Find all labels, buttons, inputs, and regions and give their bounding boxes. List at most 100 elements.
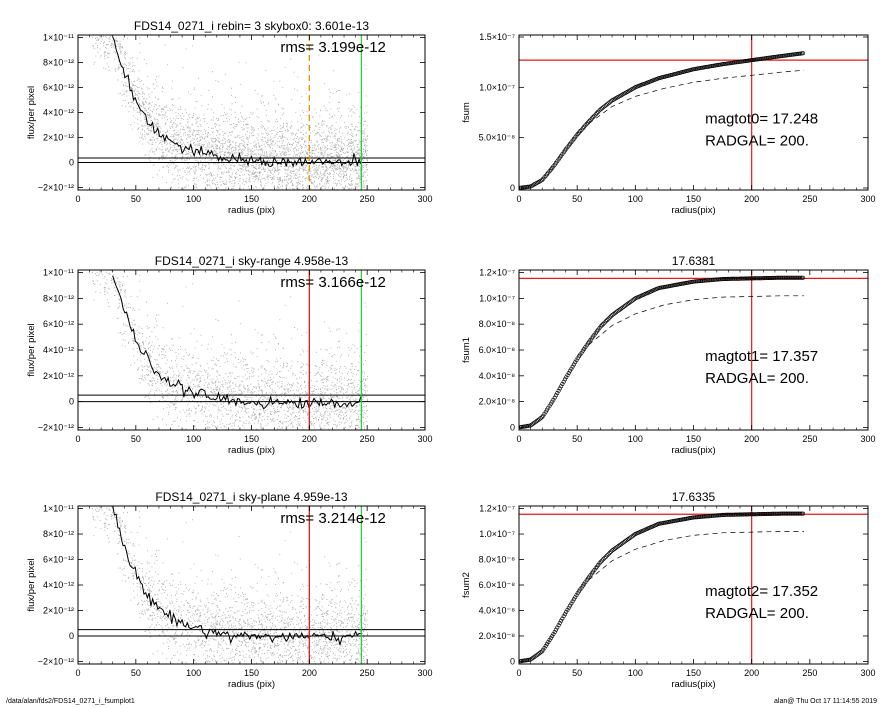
curve-marker [744,276,749,281]
curve-marker [706,514,711,519]
curve-marker [593,112,598,117]
curve-marker [571,597,576,602]
curve-marker [788,511,793,516]
curve-marker [733,512,738,517]
y-axis-label: fsum2 [461,572,472,598]
curve-marker [565,607,570,612]
curve-marker [559,618,564,623]
y-tick-label: 1×10⁻¹¹ [43,504,74,514]
curve-marker [695,515,700,520]
chart-panel-6: magtot2= 17.352 RADGAL= 200. 0 50 100 150 200 2… [461,490,876,690]
curve-marker [603,319,608,324]
chart-panel-3: rms= 3.166e-12 0 50 100 150 200 250 300 1×10⁻¹¹ 8… [26,254,433,456]
curve-marker [603,554,608,559]
x-tick-label: 50 [131,668,141,678]
curve-marker [779,275,784,280]
curve-marker [600,106,605,111]
curve-marker [703,278,708,283]
scatter-points [92,270,368,430]
curve-marker [606,101,611,106]
curve-marker [800,511,805,516]
x-tick-label: 150 [244,434,259,444]
curve-marker [799,51,804,56]
curve-marker [753,512,758,517]
x-tick-label: 100 [628,194,643,204]
curve-marker [543,409,548,414]
curve-marker [800,51,805,56]
y-tick-label: 4×10⁻¹² [43,580,74,590]
curve-marker [793,275,798,280]
y-axis-label: flux/per pixel [26,323,37,376]
curve-marker [708,278,713,283]
curve-marker [743,512,748,517]
y-tick-label: 2×10⁻¹² [43,371,74,381]
curve-marker [600,323,605,328]
x-tick-label: 0 [75,194,80,204]
x-tick-label: 200 [302,194,317,204]
curve-marker [716,513,721,518]
curve-marker [798,275,803,280]
y-tick-label: 1.0×10⁻⁷ [479,529,515,539]
curve-marker [770,511,775,516]
curve-marker [781,511,786,516]
curve-marker [759,512,764,517]
curve-marker [756,512,761,517]
curve-marker [739,276,744,281]
curve-marker [556,623,561,628]
x-tick-label: 200 [744,434,759,444]
curve-marker [564,609,569,614]
x-tick-label: 100 [628,434,643,444]
curve-marker [747,276,752,281]
curve-marker [791,511,796,516]
curve-marker [716,277,721,282]
curve-marker [569,366,574,371]
y-tick-label: 4.0×10⁻⁸ [479,371,516,381]
y-tick-label: 2.0×10⁻⁸ [479,397,516,407]
curve-marker [758,276,763,281]
growth-curve-markers [519,51,805,190]
curve-marker [759,276,764,281]
curve-marker [793,52,798,57]
curve-marker [702,514,707,519]
curve-marker [735,512,740,517]
curve-marker [747,512,752,517]
curve-marker [602,555,607,560]
curve-marker [573,360,578,365]
curve-marker [726,276,731,281]
curve-marker [606,316,611,321]
curve-marker [790,275,795,280]
curve-marker [791,275,796,280]
chart-panel-1: rms= 3.199e-12 0 50 100 150 200 250 300 1×10⁻¹¹ 8… [26,19,433,216]
curve-marker [756,276,761,281]
curve-marker [754,512,759,517]
x-tick-label: 50 [572,668,582,678]
curve-marker [725,276,730,281]
footer-path: /data/alan/fds2/FDS14_0271_i_fsumplot1 [6,698,135,705]
curve-marker [727,512,732,517]
curve-marker [601,321,606,326]
curve-marker [570,599,575,604]
y-tick-label: 0 [510,422,515,432]
x-axis-label: radius(pix) [671,205,715,216]
curve-marker [786,511,791,516]
chart-title: 17.6335 [672,490,716,504]
x-tick-label: 300 [860,668,875,678]
chart-title: FDS14_0271_i rebin= 3 skybox0: 3.601e-13 [134,19,369,33]
curve-marker [598,324,603,329]
curve-marker [690,279,695,284]
curve-marker [734,512,739,517]
curve-marker [573,595,578,600]
curve-marker [795,511,800,516]
curve-marker [699,514,704,519]
scatter-points [92,506,368,664]
x-tick-label: 200 [744,668,759,678]
curve-marker [715,277,720,282]
x-tick-label: 50 [572,434,582,444]
curve-marker [566,605,571,610]
curve-marker [704,514,709,519]
curve-marker [749,512,754,517]
curve-marker [788,275,793,280]
footer-timestamp: alan@ Thu Oct 17 11:14:55 2019 [774,698,877,705]
curve-marker [571,362,576,367]
curve-marker [748,512,753,517]
